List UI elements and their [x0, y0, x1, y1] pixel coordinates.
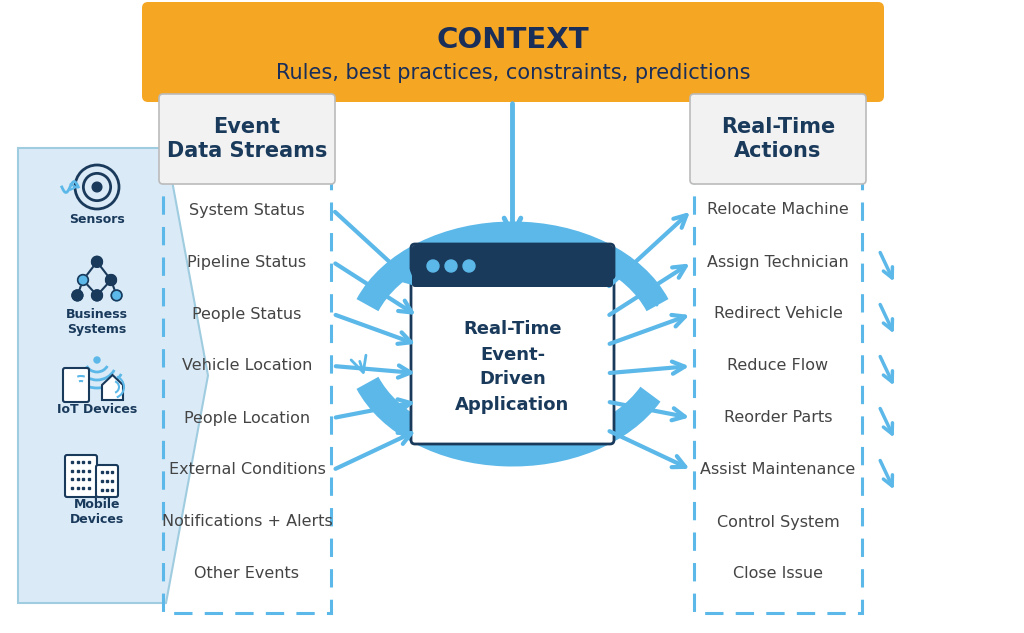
- Text: Real-Time
Event-
Driven
Application: Real-Time Event- Driven Application: [456, 320, 569, 413]
- Circle shape: [445, 260, 457, 272]
- Text: System Status: System Status: [189, 203, 305, 218]
- Text: Other Events: Other Events: [195, 567, 299, 582]
- Text: Rules, best practices, constraints, predictions: Rules, best practices, constraints, pred…: [275, 63, 751, 83]
- Text: Close Issue: Close Issue: [733, 567, 823, 582]
- Circle shape: [463, 260, 475, 272]
- FancyBboxPatch shape: [415, 248, 610, 284]
- FancyBboxPatch shape: [65, 455, 97, 497]
- FancyBboxPatch shape: [412, 245, 613, 287]
- FancyBboxPatch shape: [690, 94, 866, 184]
- Text: IoT Devices: IoT Devices: [57, 403, 137, 416]
- Circle shape: [72, 290, 83, 301]
- Bar: [163, 95, 331, 613]
- Polygon shape: [18, 148, 208, 603]
- Circle shape: [94, 357, 100, 363]
- Text: People Status: People Status: [193, 306, 302, 322]
- Text: Sensors: Sensors: [70, 213, 125, 226]
- Text: People Location: People Location: [184, 410, 310, 425]
- Circle shape: [92, 290, 102, 301]
- Text: Reduce Flow: Reduce Flow: [727, 358, 828, 373]
- Text: CONTEXT: CONTEXT: [436, 26, 590, 54]
- Text: Control System: Control System: [717, 515, 840, 529]
- Circle shape: [78, 275, 88, 285]
- FancyBboxPatch shape: [411, 244, 614, 444]
- FancyBboxPatch shape: [159, 94, 335, 184]
- FancyBboxPatch shape: [96, 465, 118, 497]
- FancyBboxPatch shape: [63, 368, 89, 402]
- Bar: [694, 95, 862, 613]
- Text: Pipeline Status: Pipeline Status: [187, 254, 306, 270]
- Text: Redirect Vehicle: Redirect Vehicle: [714, 306, 843, 322]
- Polygon shape: [102, 375, 123, 400]
- FancyBboxPatch shape: [142, 2, 884, 102]
- Text: Notifications + Alerts: Notifications + Alerts: [162, 515, 333, 529]
- Text: Real-Time
Actions: Real-Time Actions: [721, 117, 836, 161]
- Text: Reorder Parts: Reorder Parts: [724, 410, 833, 425]
- Text: Vehicle Location: Vehicle Location: [182, 358, 312, 373]
- Text: Relocate Machine: Relocate Machine: [708, 203, 849, 218]
- Text: Event
Data Streams: Event Data Streams: [167, 117, 328, 161]
- Circle shape: [427, 260, 439, 272]
- Text: Mobile
Devices: Mobile Devices: [70, 498, 124, 526]
- Text: Assign Technician: Assign Technician: [708, 254, 849, 270]
- Circle shape: [105, 275, 117, 285]
- Circle shape: [92, 182, 101, 192]
- Text: Assist Maintenance: Assist Maintenance: [700, 463, 856, 477]
- Text: External Conditions: External Conditions: [169, 463, 326, 477]
- Text: Business
Systems: Business Systems: [66, 308, 128, 336]
- Bar: [415, 268, 610, 284]
- Circle shape: [112, 290, 122, 301]
- Circle shape: [92, 256, 102, 267]
